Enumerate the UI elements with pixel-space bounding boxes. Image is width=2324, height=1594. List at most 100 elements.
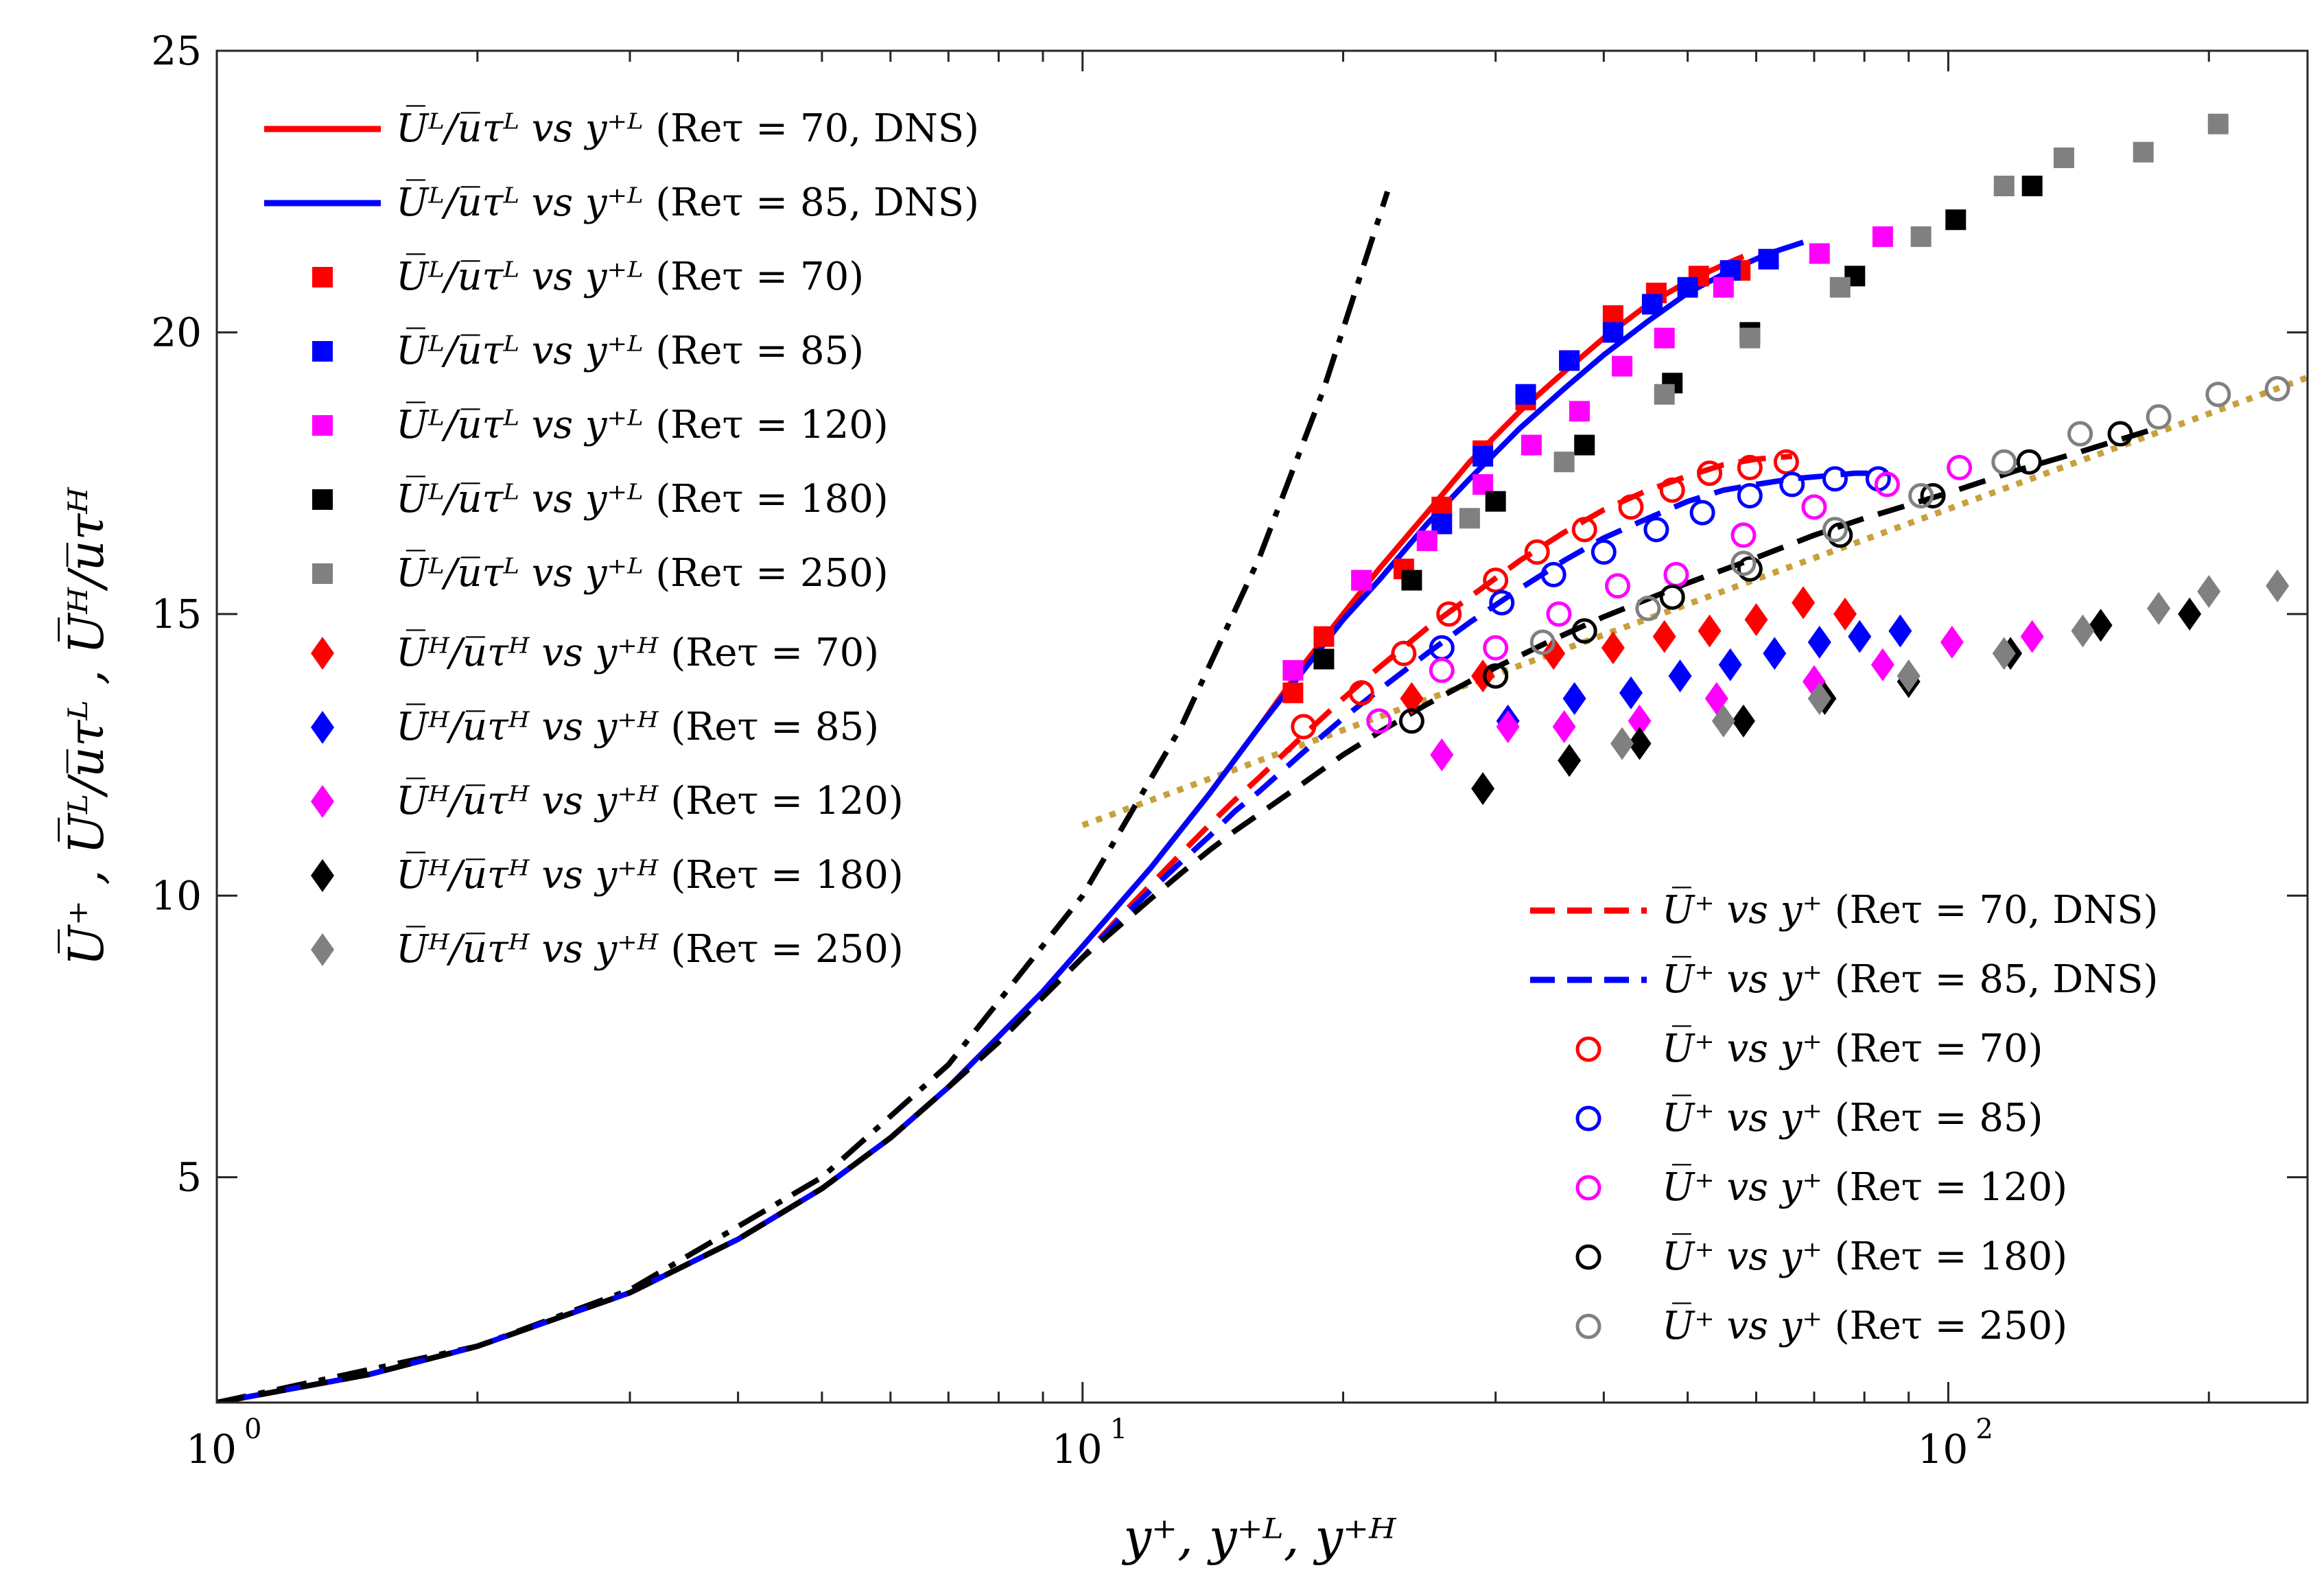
data-point-9-1 <box>1553 452 1575 473</box>
x-tick-exponent-100: 2 <box>1975 1414 1993 1445</box>
legend-label: U̅⁺ vs y⁺ (Reτ = 70, DNS) <box>1662 887 2158 933</box>
data-point-6-5 <box>1641 294 1663 315</box>
data-point-6-3 <box>1559 350 1580 371</box>
legend-marker-sample <box>312 489 333 510</box>
data-point-8-8 <box>2021 176 2043 196</box>
data-point-18-7 <box>2016 449 2042 475</box>
legend-right: U̅⁺ vs y⁺ (Reτ = 70, DNS)U̅⁺ vs y⁺ (Reτ … <box>1530 887 2158 1348</box>
data-point-19-0 <box>1529 629 1556 655</box>
legend-param: (Reτ = 85) <box>1835 1096 2043 1140</box>
legend-entry-10: U̅ᴴ/u̅τᴴ vs y⁺ᴴ (Reτ = 70) <box>311 629 879 675</box>
data-point-14-5 <box>2071 614 2095 648</box>
reference-line-log-law <box>1081 374 2308 828</box>
legend-formula: U̅⁺ vs y⁺ <box>1662 1233 1835 1279</box>
data-point-14-4 <box>1992 637 2016 670</box>
data-point-9-3 <box>1739 327 1761 349</box>
legend-entry-0: U̅ᴸ/u̅τᴸ vs y⁺ᴸ (Reτ = 70, DNS) <box>264 105 979 151</box>
legend-entry-19: U̅⁺ vs y⁺ (Reτ = 250) <box>1575 1302 2067 1348</box>
data-point-16-7 <box>1779 471 1805 497</box>
data-point-18-6 <box>1920 482 1946 508</box>
legend-formula: U̅ᴴ/u̅τᴴ vs y⁺ᴴ <box>396 777 670 823</box>
legend-param: (Reτ = 120) <box>1835 1165 2067 1210</box>
data-point-7-10 <box>1872 226 1893 247</box>
series-7-markers <box>1282 226 1893 681</box>
data-point-17-4 <box>1605 573 1631 599</box>
legend-entry-6: U̅ᴸ/u̅τᴸ vs y⁺ᴸ (Reτ = 85) <box>312 327 864 373</box>
legend-formula: U̅ᴴ/u̅τᴴ vs y⁺ᴴ <box>396 629 670 675</box>
data-point-11-7 <box>1848 620 1872 653</box>
data-point-14-6 <box>2147 591 2171 625</box>
legend-marker-sample <box>1575 1244 1601 1270</box>
series-line-3 <box>217 470 1888 1403</box>
data-point-15-0 <box>1291 714 1317 740</box>
y-axis-label: U̅⁺ , U̅ᴸ/u̅τᴸ , U̅ᴴ/u̅τᴴ <box>58 487 115 966</box>
legend-formula: U̅ᴸ/u̅τᴸ vs y⁺ᴸ <box>396 476 655 521</box>
series-19-markers <box>1529 376 2290 655</box>
data-point-19-9 <box>2264 376 2290 401</box>
data-point-14-2 <box>1807 681 1831 715</box>
legend-param: (Reτ = 85, DNS) <box>655 180 979 225</box>
legend-marker-sample <box>1575 1105 1601 1132</box>
data-point-13-0 <box>1471 772 1495 806</box>
legend-entry-18: U̅⁺ vs y⁺ (Reτ = 180) <box>1575 1233 2067 1279</box>
legend-entry-14: U̅ᴴ/u̅τᴴ vs y⁺ᴴ (Reτ = 250) <box>311 926 904 972</box>
legend-label: U̅⁺ vs y⁺ (Reτ = 85) <box>1662 1094 2043 1140</box>
data-point-19-4 <box>1908 482 1934 508</box>
data-point-7-6 <box>1612 355 1633 377</box>
data-point-14-3 <box>1897 659 1921 693</box>
data-point-9-2 <box>1654 384 1675 405</box>
series-line-1 <box>217 239 1805 1403</box>
data-point-15-5 <box>1524 539 1550 565</box>
legend-label: U̅ᴴ/u̅τᴴ vs y⁺ᴴ (Reτ = 70) <box>396 629 879 675</box>
legend-param: (Reτ = 85, DNS) <box>1835 957 2159 1002</box>
x-tick-label-1: 10 <box>186 1426 237 1473</box>
data-point-15-9 <box>1697 460 1723 487</box>
data-point-8-1 <box>1401 570 1422 591</box>
legend-param: (Reτ = 180) <box>670 853 903 898</box>
legend-param: (Reτ = 120) <box>655 403 888 447</box>
legend-formula: U̅⁺ vs y⁺ <box>1662 1164 1835 1210</box>
data-point-12-3 <box>1628 704 1652 738</box>
legend-param: (Reτ = 70) <box>670 631 879 675</box>
legend-marker-sample <box>1575 1313 1601 1339</box>
data-point-7-0 <box>1282 659 1304 681</box>
data-point-18-1 <box>1483 663 1509 689</box>
data-point-10-2 <box>1542 637 1566 670</box>
legend-param: (Reτ = 250) <box>655 551 888 596</box>
data-point-7-8 <box>1713 277 1734 298</box>
data-point-6-2 <box>1515 384 1536 405</box>
data-point-16-3 <box>1591 539 1617 565</box>
data-point-6-6 <box>1677 277 1698 298</box>
legend-param: (Reτ = 70, DNS) <box>1835 888 2159 933</box>
legend-param: (Reτ = 250) <box>1835 1304 2067 1348</box>
data-point-18-4 <box>1737 556 1763 582</box>
legend-entry-5: U̅ᴸ/u̅τᴸ vs y⁺ᴸ (Reτ = 70) <box>312 253 864 299</box>
data-point-17-7 <box>1801 494 1827 520</box>
data-point-5-0 <box>1282 682 1304 703</box>
legend-entry-7: U̅ᴸ/u̅τᴸ vs y⁺ᴸ (Reτ = 120) <box>312 401 889 447</box>
data-point-13-7 <box>2089 609 2113 642</box>
data-point-11-6 <box>1807 625 1831 659</box>
data-point-19-2 <box>1730 550 1757 576</box>
legend-entry-15: U̅⁺ vs y⁺ (Reτ = 70) <box>1575 1025 2043 1071</box>
legend-label: U̅⁺ vs y⁺ (Reτ = 250) <box>1662 1302 2067 1348</box>
legend-marker-sample <box>312 415 333 436</box>
data-point-15-7 <box>1618 494 1644 520</box>
data-point-7-1 <box>1351 570 1372 591</box>
data-point-10-3 <box>1601 631 1625 665</box>
data-point-8-0 <box>1313 648 1335 670</box>
legend-formula: U̅⁺ vs y⁺ <box>1662 956 1835 1002</box>
data-point-9-6 <box>1993 176 2015 196</box>
legend-label: U̅⁺ vs y⁺ (Reτ = 85, DNS) <box>1662 956 2158 1002</box>
legend-label: U̅ᴸ/u̅τᴸ vs y⁺ᴸ (Reτ = 250) <box>396 550 889 596</box>
data-point-8-3 <box>1574 434 1595 456</box>
data-point-11-8 <box>1888 614 1912 648</box>
series-10-markers <box>1400 586 1857 715</box>
data-point-10-5 <box>1698 614 1722 648</box>
data-point-10-8 <box>1833 597 1857 631</box>
legend-marker-sample <box>312 563 333 584</box>
legend-formula: U̅ᴸ/u̅τᴸ vs y⁺ᴸ <box>396 105 655 151</box>
data-point-7-2 <box>1416 530 1437 552</box>
